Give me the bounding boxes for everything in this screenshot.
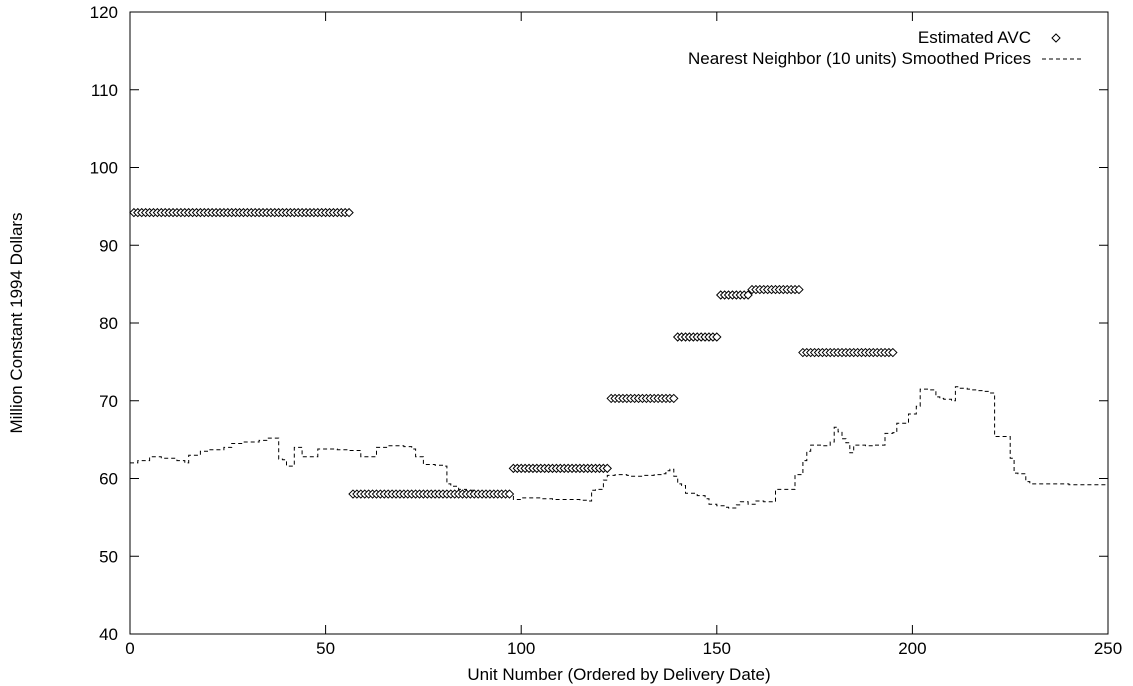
smoothed-prices-series — [130, 386, 1109, 509]
y-tick-label: 50 — [99, 547, 118, 566]
x-tick-label: 150 — [703, 639, 731, 658]
avc-point — [602, 463, 612, 474]
estimated-avc-series — [129, 207, 898, 499]
x-tick-label: 200 — [898, 639, 926, 658]
legend: Estimated AVC Nearest Neighbor (10 units… — [688, 28, 1084, 68]
legend-label-estimated-avc: Estimated AVC — [918, 28, 1031, 47]
y-tick-label: 40 — [99, 625, 118, 644]
y-tick-label: 110 — [91, 81, 118, 100]
plot-frame — [129, 11, 1109, 635]
y-tick-label: 100 — [90, 159, 118, 178]
y-tick-label: 70 — [99, 392, 118, 411]
x-axis-ticks: 0 50 100 150 200 250 — [125, 12, 1122, 658]
x-axis-title: Unit Number (Ordered by Delivery Date) — [467, 665, 770, 684]
avc-point — [344, 207, 354, 218]
legend-label-smoothed-prices: Nearest Neighbor (10 units) Smoothed Pri… — [688, 49, 1031, 68]
avc-point — [888, 347, 898, 358]
avc-point — [712, 332, 722, 342]
y-axis-ticks: 40 50 60 70 80 90 100 110 120 — [90, 3, 1108, 644]
y-tick-label: 80 — [99, 314, 118, 333]
y-tick-label: 120 — [90, 3, 118, 22]
avc-point — [743, 290, 753, 300]
x-tick-label: 50 — [316, 639, 335, 658]
avc-point — [504, 489, 515, 499]
legend-marker-diamond — [1051, 33, 1061, 43]
y-tick-label: 60 — [99, 470, 118, 489]
x-tick-label: 100 — [507, 639, 535, 658]
avc-point — [669, 393, 679, 404]
avc-point — [794, 284, 804, 295]
y-tick-label: 90 — [99, 236, 118, 255]
x-tick-label: 250 — [1094, 639, 1122, 658]
y-axis-title: Million Constant 1994 Dollars — [7, 212, 26, 433]
smoothed-prices-line — [130, 386, 1109, 509]
x-tick-label: 0 — [125, 639, 134, 658]
